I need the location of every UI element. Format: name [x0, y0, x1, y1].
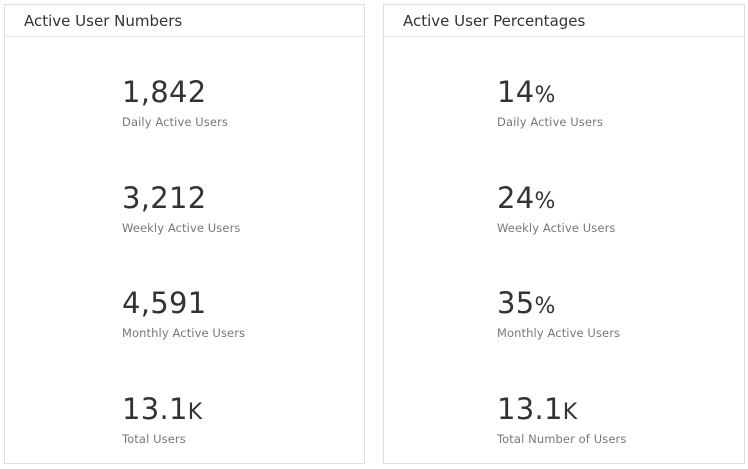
- active-user-percentages-panel: Active User Percentages 14% Daily Active…: [383, 4, 745, 464]
- metric-label: Total Number of Users: [497, 432, 627, 446]
- active-user-numbers-panel: Active User Numbers 1,842 Daily Active U…: [4, 4, 365, 464]
- metric-label: Monthly Active Users: [122, 326, 246, 340]
- metric-value: 24%: [497, 181, 556, 215]
- metric-daily-active-users: 1,842 Daily Active Users: [122, 75, 228, 129]
- metric-total-users: 13.1K Total Users: [122, 392, 203, 446]
- metric-label: Monthly Active Users: [497, 326, 621, 340]
- metric-label: Total Users: [122, 432, 186, 446]
- metric-weekly-active-users-percent: 24% Weekly Active Users: [497, 181, 616, 235]
- metric-weekly-active-users: 3,212 Weekly Active Users: [122, 181, 241, 235]
- metric-value: 3,212: [122, 181, 207, 215]
- metric-monthly-active-users-percent: 35% Monthly Active Users: [497, 286, 620, 340]
- metric-label: Weekly Active Users: [497, 221, 616, 235]
- panel-title: Active User Numbers: [5, 5, 364, 37]
- metric-value: 13.1K: [497, 392, 578, 426]
- metric-monthly-active-users: 4,591 Monthly Active Users: [122, 286, 245, 340]
- metric-value: 13.1K: [122, 392, 203, 426]
- metric-total-number-of-users: 13.1K Total Number of Users: [497, 392, 626, 446]
- metric-label: Daily Active Users: [122, 115, 228, 129]
- metric-label: Daily Active Users: [497, 115, 603, 129]
- metric-label: Weekly Active Users: [122, 221, 241, 235]
- metric-value: 14%: [497, 75, 556, 109]
- panel-title: Active User Percentages: [384, 5, 744, 37]
- metric-value: 35%: [497, 286, 556, 320]
- metric-daily-active-users-percent: 14% Daily Active Users: [497, 75, 603, 129]
- metric-value: 1,842: [122, 75, 207, 109]
- metric-value: 4,591: [122, 286, 207, 320]
